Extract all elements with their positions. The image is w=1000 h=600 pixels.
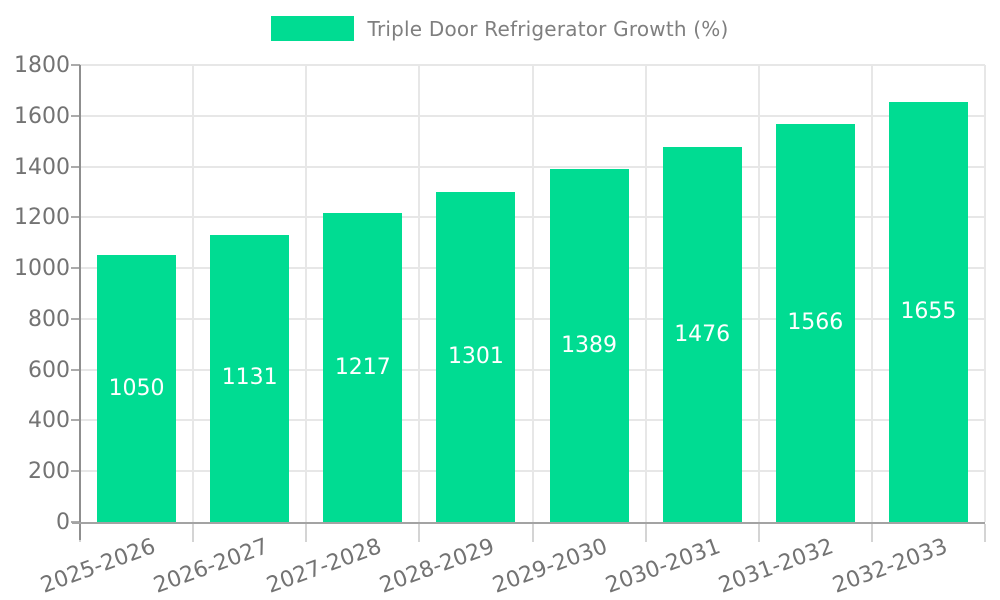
legend-swatch <box>271 16 355 41</box>
y-tick-mark <box>71 368 80 371</box>
x-tick-label: 2028-2029 <box>376 534 498 599</box>
x-axis-line <box>72 522 985 524</box>
y-tick-mark <box>71 114 80 117</box>
x-tick-mark <box>418 524 421 542</box>
x-tick-mark <box>531 524 534 542</box>
y-tick-mark <box>71 267 80 270</box>
y-axis-line <box>79 65 81 540</box>
bar-value-label: 1476 <box>674 321 731 347</box>
bar-value-label: 1131 <box>221 365 278 391</box>
y-tick-label: 400 <box>28 408 70 434</box>
x-tick-mark <box>192 524 195 542</box>
plot-area: 1050 1131 1217 1301 1389 1476 1566 1655 0 200 400… <box>14 55 986 542</box>
bar-2029-2030 <box>549 169 629 522</box>
y-tick-mark <box>71 317 80 320</box>
x-tick-label: 2027-2028 <box>263 534 385 599</box>
v-gridline <box>305 65 308 522</box>
x-tick-label: 2032-2033 <box>829 534 951 599</box>
bar-value-label: 1217 <box>334 354 391 380</box>
x-tick-label: 2025-2026 <box>37 534 159 599</box>
bar-value-label: 1301 <box>447 343 504 369</box>
bar-value-label: 1655 <box>900 298 957 324</box>
bar-2028-2029 <box>436 191 516 522</box>
y-tick-label: 0 <box>56 510 70 535</box>
x-tick-label: 2031-2032 <box>715 534 838 599</box>
y-tick-label: 1000 <box>14 256 70 282</box>
v-gridline <box>870 65 873 522</box>
legend: Triple Door Refrigerator Growth (%) <box>0 16 1000 41</box>
x-tick-mark <box>984 524 986 542</box>
y-tick-label: 200 <box>28 459 70 485</box>
y-tick-label: 600 <box>28 357 70 383</box>
y-tick-label: 1200 <box>14 205 70 231</box>
y-tick-label: 1800 <box>14 53 70 78</box>
x-tick-mark <box>870 524 873 542</box>
x-tick-mark <box>644 524 647 542</box>
x-tick-label: 2026-2027 <box>150 534 272 599</box>
y-tick-label: 800 <box>28 306 70 332</box>
y-tick-label: 1400 <box>14 154 70 180</box>
v-gridline <box>644 65 647 522</box>
y-tick-mark <box>71 64 80 66</box>
v-gridline <box>531 65 534 522</box>
x-tick-label: 2029-2030 <box>489 534 611 599</box>
v-gridline <box>418 65 421 522</box>
v-gridline <box>192 65 195 522</box>
bar-2027-2028 <box>323 213 403 522</box>
y-tick-mark <box>71 216 80 219</box>
bar-value-label: 1389 <box>561 332 618 358</box>
bar-2030-2031 <box>662 147 742 522</box>
y-tick-mark <box>71 419 80 422</box>
legend-label: Triple Door Refrigerator Growth (%) <box>367 16 729 41</box>
x-tick-mark <box>757 524 760 542</box>
bar-2032-2033 <box>888 101 968 522</box>
bar-2025-2026 <box>97 255 177 522</box>
y-tick-label: 1600 <box>14 103 70 129</box>
x-tick-mark <box>305 524 308 542</box>
bar-value-label: 1566 <box>787 310 844 336</box>
x-tick-label: 2030-2031 <box>602 534 725 599</box>
bar-2031-2032 <box>775 124 855 522</box>
bar-value-label: 1050 <box>108 375 165 401</box>
y-tick-mark <box>71 165 80 168</box>
v-gridline <box>984 65 986 522</box>
y-tick-mark <box>71 470 80 473</box>
bar-2026-2027 <box>210 234 290 522</box>
v-gridline <box>757 65 760 522</box>
